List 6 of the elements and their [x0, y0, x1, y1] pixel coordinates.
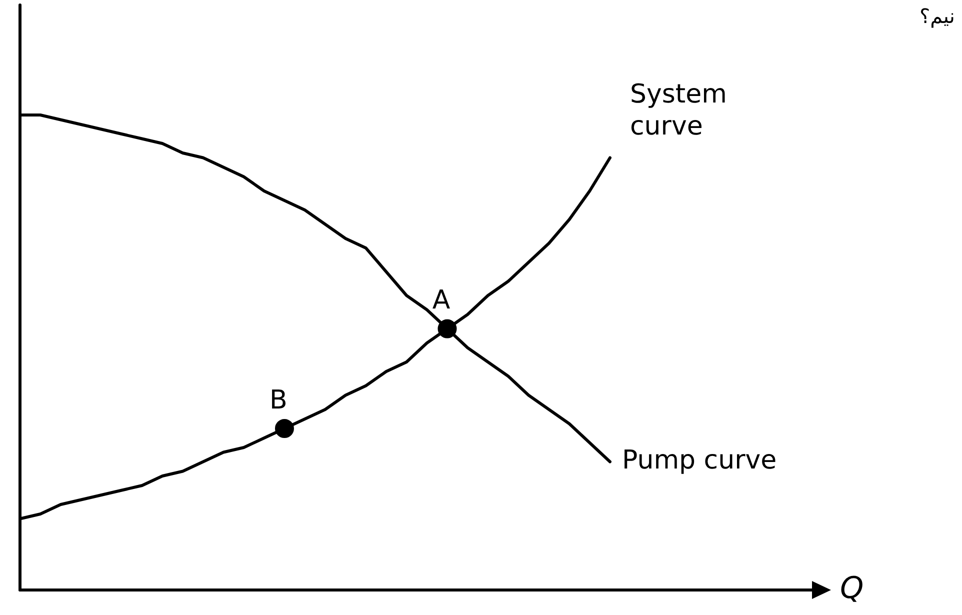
- series-label: Pump curve: [622, 446, 777, 476]
- series-label: A: [432, 286, 450, 316]
- text: نيم؟: [919, 4, 955, 28]
- series-label: System curve: [630, 80, 727, 142]
- text: Q: [840, 570, 864, 606]
- series-label: B: [270, 385, 288, 416]
